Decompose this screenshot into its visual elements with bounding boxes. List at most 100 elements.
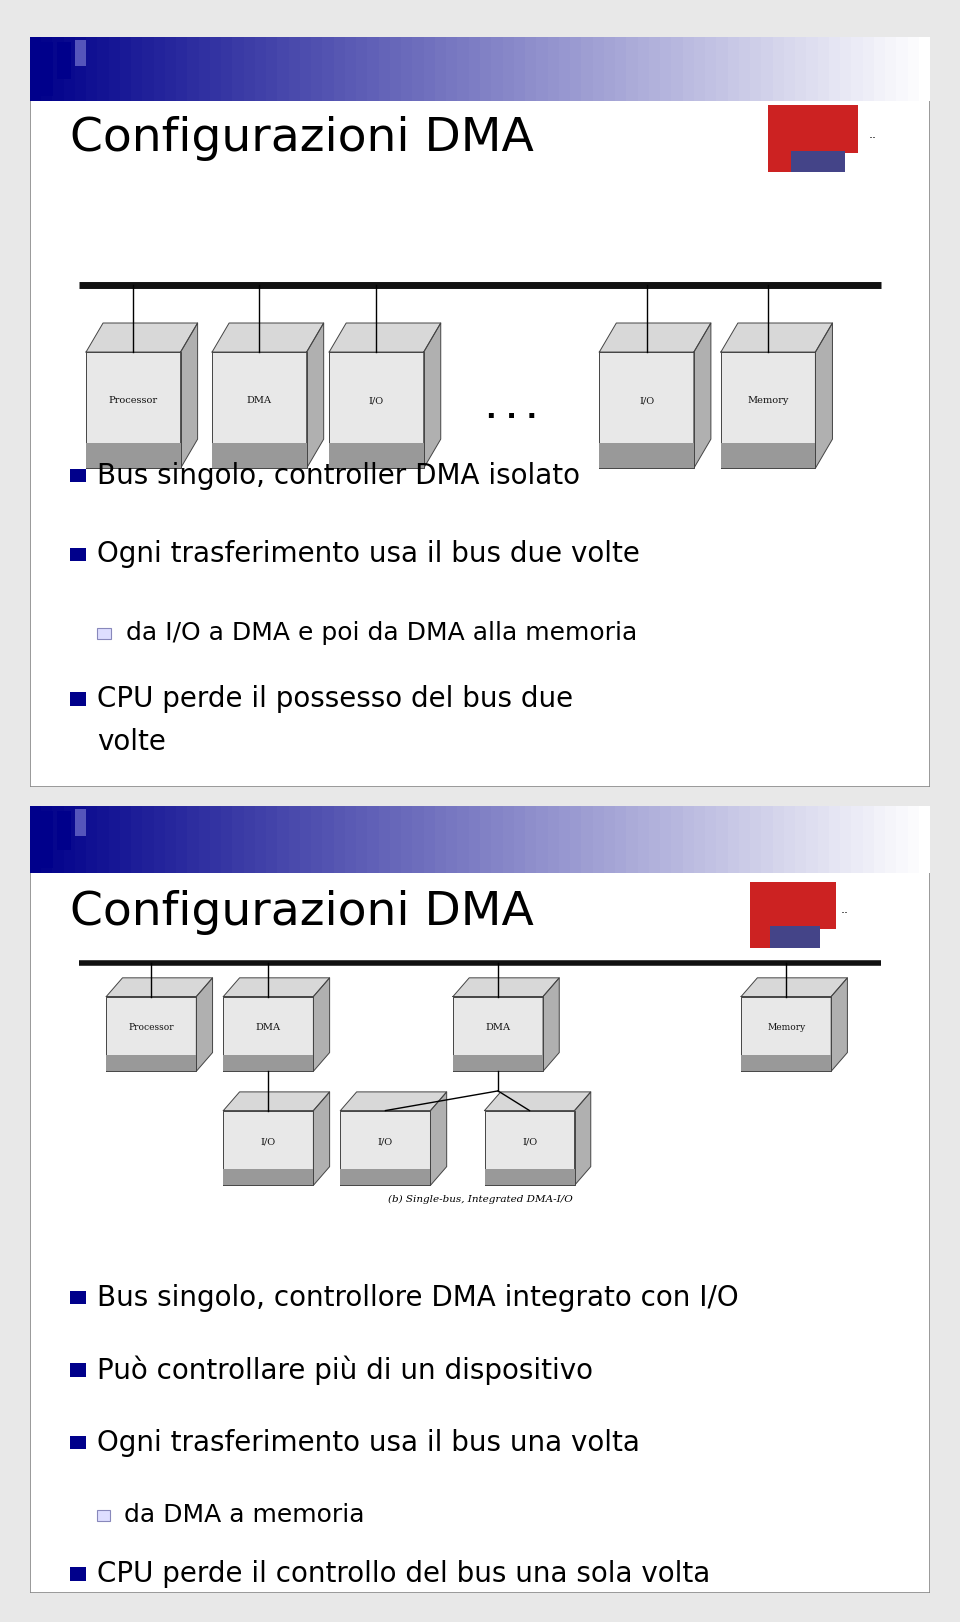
Text: Può controllare più di un dispositivo: Può controllare più di un dispositivo [97, 1356, 593, 1385]
Polygon shape [721, 443, 815, 469]
Bar [750, 882, 836, 929]
Polygon shape [741, 978, 848, 996]
Bar [818, 806, 829, 873]
Text: I/O: I/O [261, 1137, 276, 1147]
Text: Processor: Processor [129, 1023, 174, 1032]
Bar [897, 37, 908, 101]
Polygon shape [341, 1169, 430, 1186]
Bar [423, 806, 436, 873]
Bar [919, 37, 931, 101]
Bar [840, 37, 852, 101]
Bar [323, 806, 335, 873]
Bar [70, 693, 86, 706]
Bar [694, 806, 706, 873]
Bar [142, 37, 155, 101]
Polygon shape [86, 323, 198, 352]
Bar [132, 37, 143, 101]
Text: DMA: DMA [486, 1023, 511, 1032]
Bar [818, 37, 829, 101]
Polygon shape [721, 323, 832, 352]
Bar [671, 806, 684, 873]
Polygon shape [329, 323, 441, 352]
Polygon shape [453, 1054, 543, 1071]
Text: . . .: . . . [486, 396, 537, 423]
Bar [266, 806, 278, 873]
Bar [108, 37, 121, 101]
Bar [70, 548, 86, 561]
Text: Bus singolo, controller DMA isolato: Bus singolo, controller DMA isolato [97, 462, 580, 490]
Bar [277, 37, 290, 101]
Bar [334, 806, 346, 873]
Bar [768, 151, 791, 172]
Polygon shape [107, 996, 197, 1071]
Bar [199, 37, 211, 101]
Bar [863, 806, 875, 873]
Bar [492, 806, 503, 873]
Text: (b) Single-bus, Integrated DMA-I/O: (b) Single-bus, Integrated DMA-I/O [388, 1195, 572, 1204]
Polygon shape [212, 352, 306, 469]
Bar [390, 37, 402, 101]
Bar [919, 806, 931, 873]
Text: Configurazioni DMA: Configurazioni DMA [70, 890, 534, 934]
Bar [86, 806, 98, 873]
Bar [626, 806, 638, 873]
Polygon shape [224, 1092, 329, 1111]
Bar [773, 37, 785, 101]
Bar [334, 37, 346, 101]
Bar [840, 806, 852, 873]
Bar [468, 806, 481, 873]
Bar [514, 806, 526, 873]
Polygon shape [430, 1092, 446, 1186]
Bar [255, 806, 267, 873]
Polygon shape [721, 352, 815, 469]
Polygon shape [423, 323, 441, 469]
Bar [401, 806, 414, 873]
Bar [63, 37, 76, 101]
Bar [525, 806, 538, 873]
Bar [345, 37, 357, 101]
Bar [852, 37, 864, 101]
Bar [626, 37, 638, 101]
Polygon shape [543, 978, 560, 1071]
Bar [683, 806, 695, 873]
Bar [435, 37, 447, 101]
Bar [705, 806, 717, 873]
Bar [761, 806, 774, 873]
Bar [199, 806, 211, 873]
Bar [547, 37, 560, 101]
Bar [604, 37, 616, 101]
Polygon shape [741, 1054, 831, 1071]
Bar [108, 806, 121, 873]
Bar [165, 806, 177, 873]
Bar [773, 806, 785, 873]
Polygon shape [313, 978, 329, 1071]
Text: Processor: Processor [108, 396, 157, 406]
Bar [761, 37, 774, 101]
Polygon shape [599, 443, 694, 469]
Bar [52, 806, 64, 873]
Text: I/O: I/O [639, 396, 654, 406]
Bar [559, 806, 571, 873]
Bar [75, 809, 85, 837]
Text: I/O: I/O [522, 1137, 537, 1147]
Bar [897, 806, 908, 873]
Bar [120, 37, 132, 101]
Text: Ogni trasferimento usa il bus due volte: Ogni trasferimento usa il bus due volte [97, 540, 640, 568]
Bar [41, 806, 53, 873]
Polygon shape [485, 1111, 574, 1186]
Bar [86, 37, 98, 101]
Bar [37, 811, 53, 868]
Bar [356, 806, 369, 873]
Polygon shape [107, 978, 212, 996]
Bar [592, 37, 605, 101]
Bar [502, 806, 515, 873]
Bar [514, 37, 526, 101]
Polygon shape [815, 323, 832, 469]
Polygon shape [485, 1092, 590, 1111]
Bar [786, 151, 845, 172]
Polygon shape [107, 1054, 197, 1071]
Bar [70, 1435, 85, 1448]
Bar [458, 806, 469, 873]
Bar [637, 806, 650, 873]
Text: Bus singolo, controllore DMA integrato con I/O: Bus singolo, controllore DMA integrato c… [97, 1283, 739, 1312]
